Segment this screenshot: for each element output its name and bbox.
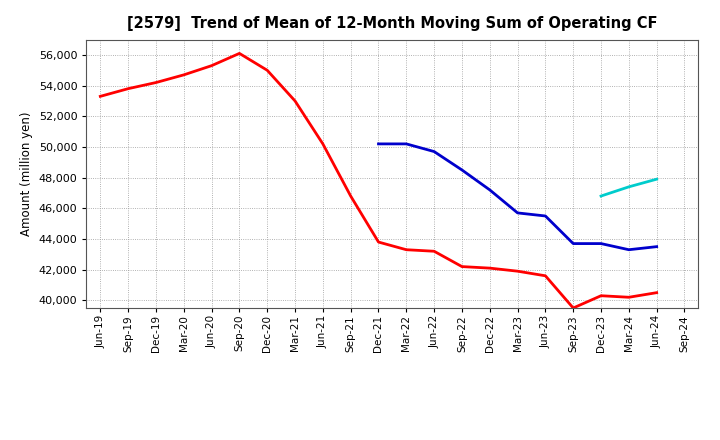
3 Years	[624, 295, 633, 300]
3 Years	[318, 141, 327, 147]
7 Years	[597, 194, 606, 199]
3 Years	[513, 268, 522, 274]
5 Years	[402, 141, 410, 147]
5 Years	[597, 241, 606, 246]
Y-axis label: Amount (million yen): Amount (million yen)	[20, 112, 33, 236]
5 Years	[624, 247, 633, 253]
7 Years	[652, 176, 661, 182]
5 Years	[458, 167, 467, 172]
3 Years	[263, 68, 271, 73]
5 Years	[485, 187, 494, 193]
3 Years	[458, 264, 467, 269]
Line: 3 Years: 3 Years	[100, 53, 657, 308]
3 Years	[541, 273, 550, 279]
3 Years	[207, 63, 216, 68]
3 Years	[485, 265, 494, 271]
3 Years	[152, 80, 161, 85]
3 Years	[96, 94, 104, 99]
Title: [2579]  Trend of Mean of 12-Month Moving Sum of Operating CF: [2579] Trend of Mean of 12-Month Moving …	[127, 16, 657, 32]
3 Years	[402, 247, 410, 253]
3 Years	[430, 249, 438, 254]
5 Years	[569, 241, 577, 246]
Line: 7 Years: 7 Years	[601, 179, 657, 196]
3 Years	[291, 98, 300, 103]
5 Years	[513, 210, 522, 216]
5 Years	[541, 213, 550, 219]
3 Years	[597, 293, 606, 298]
5 Years	[652, 244, 661, 249]
Line: 5 Years: 5 Years	[379, 144, 657, 250]
5 Years	[430, 149, 438, 154]
3 Years	[235, 51, 243, 56]
3 Years	[374, 239, 383, 245]
7 Years	[624, 184, 633, 190]
5 Years	[374, 141, 383, 147]
3 Years	[179, 72, 188, 77]
3 Years	[346, 194, 355, 199]
3 Years	[124, 86, 132, 92]
3 Years	[652, 290, 661, 295]
3 Years	[569, 305, 577, 311]
